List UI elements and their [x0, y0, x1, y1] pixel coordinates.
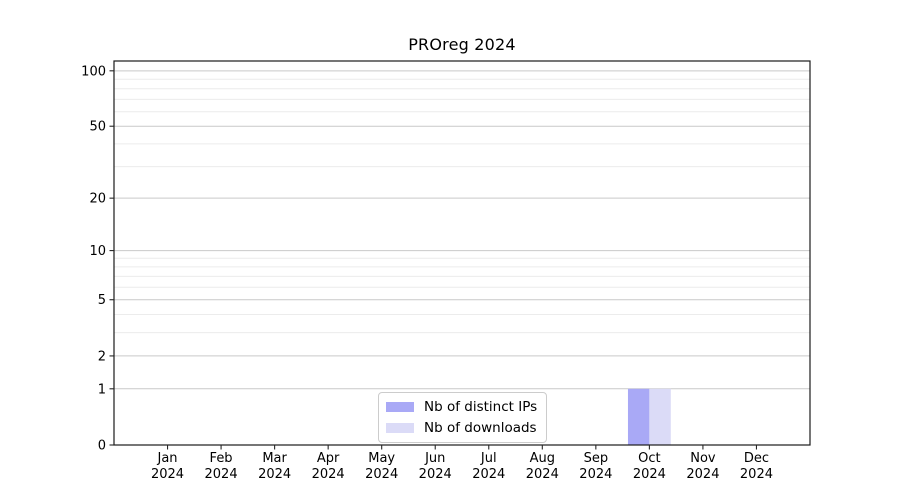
xtick-label-month-oct: Oct [638, 451, 660, 466]
xtick-label-month-aug: Aug [530, 451, 555, 466]
xtick-label-month-may: May [368, 451, 395, 466]
legend-swatch-distinct-ips [386, 402, 414, 412]
xtick-label-year-jan: 2024 [151, 467, 184, 482]
legend-label-distinct-ips: Nb of distinct IPs [424, 399, 538, 415]
ytick-label-50: 50 [89, 120, 106, 135]
ytick-label-100: 100 [81, 64, 106, 79]
xtick-label-year-apr: 2024 [312, 467, 345, 482]
ytick-label-20: 20 [89, 192, 106, 207]
xtick-label-year-jul: 2024 [472, 467, 505, 482]
ytick-label-2: 2 [98, 349, 106, 364]
xtick-label-year-mar: 2024 [258, 467, 291, 482]
axes-spines [113, 60, 811, 446]
xtick-label-month-jul: Jul [480, 451, 497, 466]
ytick-label-5: 5 [98, 293, 106, 308]
xtick-label-year-feb: 2024 [205, 467, 238, 482]
legend-swatch-downloads [386, 423, 414, 433]
xtick-label-year-may: 2024 [365, 467, 398, 482]
xtick-label-year-dec: 2024 [740, 467, 773, 482]
xtick-label-year-nov: 2024 [686, 467, 719, 482]
bar-oct-downloads [649, 388, 671, 445]
legend-item-distinct-ips: Nb of distinct IPs [386, 399, 537, 415]
xtick-label-year-jun: 2024 [419, 467, 452, 482]
xtick-label-year-aug: 2024 [526, 467, 559, 482]
xtick-label-year-oct: 2024 [633, 467, 666, 482]
ytick-label-0: 0 [98, 439, 106, 454]
ytick-label-10: 10 [89, 244, 106, 259]
xtick-label-month-nov: Nov [690, 451, 716, 466]
xtick-label-month-feb: Feb [210, 451, 233, 466]
xtick-label-month-jan: Jan [157, 451, 178, 466]
ytick-label-1: 1 [98, 382, 106, 397]
xtick-label-year-sep: 2024 [579, 467, 612, 482]
legend-item-downloads: Nb of downloads [386, 420, 537, 436]
xtick-label-month-sep: Sep [584, 451, 609, 466]
chart-title: PROreg 2024 [408, 35, 516, 54]
legend-label-downloads: Nb of downloads [424, 420, 537, 436]
xtick-label-month-apr: Apr [317, 451, 340, 466]
xtick-label-month-mar: Mar [262, 451, 287, 466]
legend: Nb of distinct IPs Nb of downloads [378, 392, 548, 443]
xtick-label-month-jun: Jun [424, 451, 445, 466]
bar-oct-distinct-ips [627, 388, 650, 445]
xtick-label-month-dec: Dec [744, 451, 769, 466]
